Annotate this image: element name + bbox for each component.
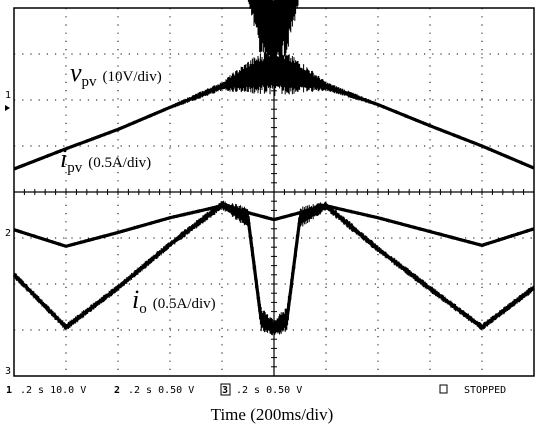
status-ch3-label: 3 [222, 385, 228, 396]
trace-4 [12, 200, 535, 337]
annotation-ipv: ipv (0.5A/div) [60, 144, 151, 176]
trace-1 [247, 0, 299, 68]
x-axis-label: Time (200ms/div) [211, 405, 334, 424]
channel-marker-1: 1 [5, 90, 11, 101]
trace-noise [13, 200, 534, 337]
stopped-icon [439, 384, 448, 394]
status-ch2-text: .2 s 0.50 V [128, 385, 194, 396]
channel-markers: 1 2 3 [5, 90, 11, 377]
channel-marker-3: 3 [5, 366, 11, 377]
trace-2 [13, 45, 535, 171]
status-ch3-box [220, 383, 231, 396]
status-ch2-label: 2 [114, 385, 120, 396]
status-state: STOPPED [464, 385, 506, 396]
status-ch3-text: .2 s 0.50 V [236, 385, 302, 396]
traces [12, 0, 535, 337]
status-ch1-label: 1 [6, 385, 12, 396]
annotation-io: io (0.5A/div) [132, 285, 216, 317]
trace-noise [13, 45, 534, 171]
annotation-vpv: vpv (10V/div) [70, 58, 162, 90]
channel-marker-2: 2 [5, 228, 11, 239]
status-ch1-text: .2 s 10.0 V [20, 385, 86, 396]
trigger-arrow-icon [5, 105, 10, 111]
